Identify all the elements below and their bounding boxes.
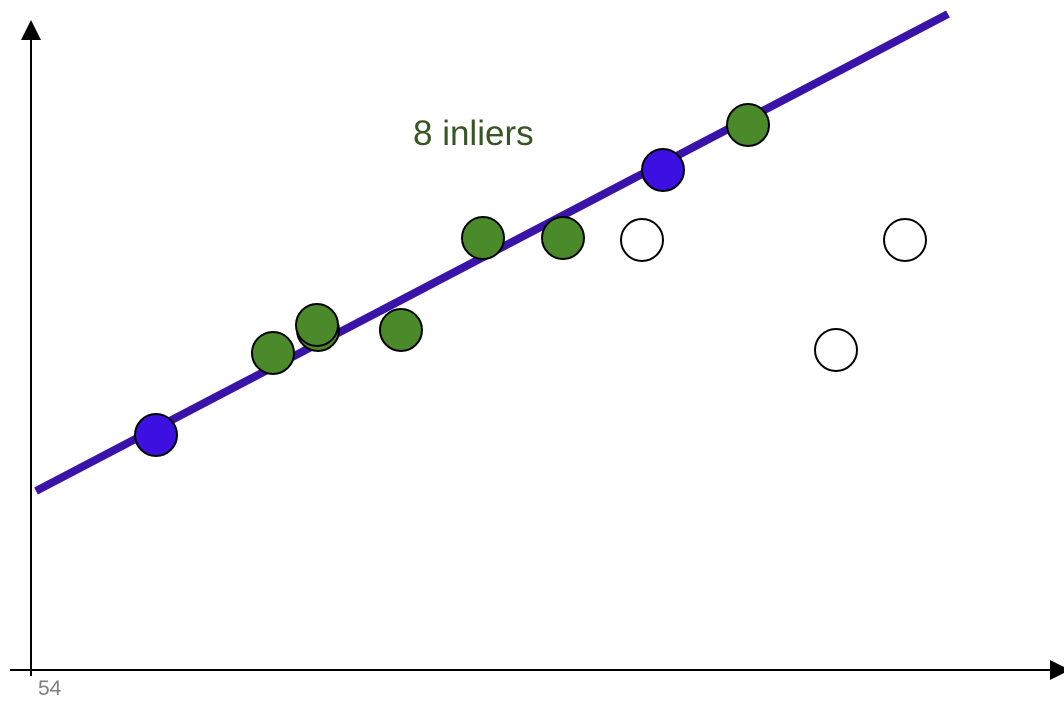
inlier-point	[541, 216, 585, 260]
outlier-point	[620, 218, 664, 262]
page-number: 54	[38, 677, 62, 700]
sample-point	[641, 148, 685, 192]
inlier-point	[295, 303, 339, 347]
inlier-point	[379, 308, 423, 352]
points-layer	[134, 103, 927, 457]
inlier-point	[726, 103, 770, 147]
sample-point	[134, 413, 178, 457]
inlier-point	[251, 331, 295, 375]
outlier-point	[883, 218, 927, 262]
outlier-point	[814, 328, 858, 372]
inlier-count-label: 8 inliers	[413, 114, 534, 153]
inlier-point	[461, 216, 505, 260]
